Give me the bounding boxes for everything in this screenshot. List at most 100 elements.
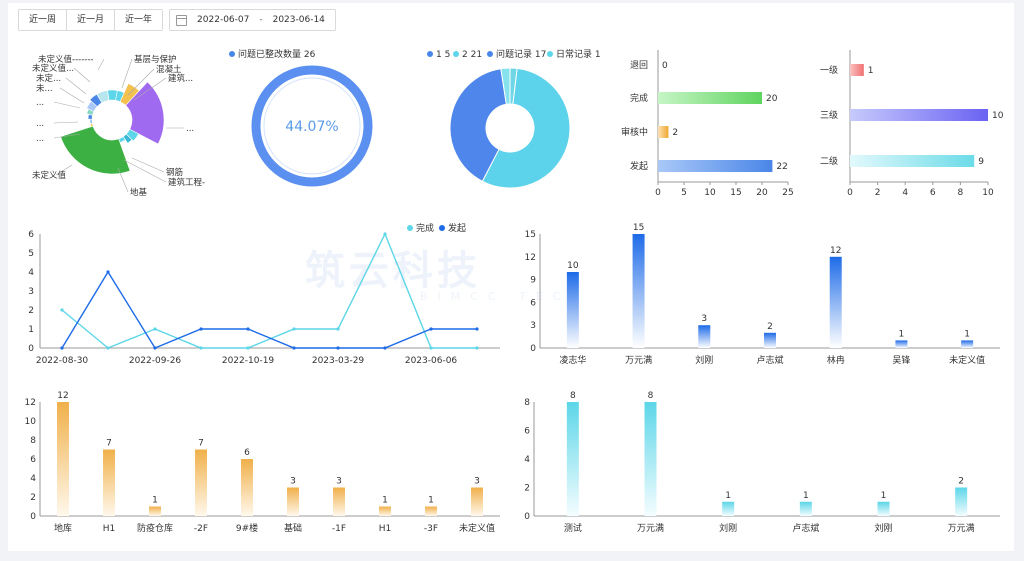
person_bar_2-bar [644, 402, 657, 516]
trend-x-tick-label: 2022-09-26 [129, 356, 182, 366]
calendar-icon [176, 14, 188, 26]
range-month-button[interactable]: 近一月 [67, 10, 116, 30]
rose-label: 未定义值------- [38, 54, 93, 65]
location_bar-category-label: 基础 [284, 522, 302, 534]
rose-leader-line [65, 77, 87, 95]
rose-leader-line [97, 58, 105, 71]
trend-legend-marker [439, 225, 445, 231]
rose-label: 未定义值 [32, 170, 67, 181]
rose-leader-line [123, 159, 167, 183]
location_bar-value-label: 12 [57, 391, 68, 401]
level_bar-x-tick-label: 2 [875, 188, 881, 198]
person_bar_2-category-label: 万元满 [948, 523, 975, 534]
donut-legend: 日常记录 1 [556, 48, 601, 60]
person_bar_2-category-label: 刘刚 [719, 522, 737, 534]
status_bar-category-label: 完成 [630, 92, 648, 104]
person_bar-bar [895, 340, 908, 348]
ring-legend-marker [229, 51, 235, 57]
rose-leader-line [53, 121, 79, 124]
status_bar-x-tick-label: 15 [730, 188, 741, 198]
location_bar-value-label: 7 [198, 439, 204, 449]
person_bar_2-y-tick-label: 6 [524, 427, 530, 437]
trend-x-tick-label: 2023-06-06 [405, 356, 458, 366]
rose-leader-line [59, 87, 85, 104]
person_bar_2-category-label: 万元满 [637, 523, 664, 534]
location_bar-bar [57, 402, 69, 516]
rose-label: 未定... [36, 73, 61, 84]
person_bar-y-tick-label: 12 [525, 253, 536, 263]
location_bar-y-tick-label: 6 [30, 455, 36, 465]
rose-label: ... [36, 98, 44, 108]
rose-label: ... [186, 124, 194, 134]
level_bar-category-label: 二级 [820, 155, 838, 167]
rose-leader-line [73, 67, 91, 83]
trend-point [199, 346, 203, 350]
person_bar-category-label: 未定义值 [949, 354, 985, 366]
location_bar-bar [287, 487, 299, 516]
location_bar-bar [241, 459, 253, 516]
trend-point [60, 346, 64, 350]
person_bar_2-bar [566, 402, 579, 516]
rose-label: 建筑工程- [168, 177, 205, 188]
location_bar-bar [333, 487, 345, 516]
watermark-sub: BIMCC TECH [420, 290, 589, 303]
person_bar-y-tick-label: 6 [530, 298, 536, 308]
ring-progress [251, 65, 373, 187]
date-separator: - [259, 15, 263, 25]
date-range-picker[interactable]: 2022-06-07 - 2023-06-14 [169, 9, 336, 31]
donut-slice [481, 67, 571, 189]
date-start: 2022-06-07 [197, 15, 250, 25]
range-year-button[interactable]: 近一年 [115, 10, 163, 30]
location_bar-bar [471, 487, 483, 516]
rose-leader-line [133, 77, 167, 101]
person_bar-y-tick-label: 15 [525, 230, 536, 240]
location_bar-y-tick-label: 12 [25, 398, 36, 408]
location_bar-value-label: 3 [474, 477, 480, 487]
rose-label: ... [36, 134, 44, 144]
location_bar-y-tick-label: 8 [30, 436, 36, 446]
level_bar-bar [850, 64, 864, 76]
location_bar-category-label: 地库 [54, 522, 72, 534]
rose-leader-line [117, 167, 129, 193]
rose-label: 未... [36, 83, 53, 94]
trend-point [475, 327, 479, 331]
status_bar-value-label: 20 [766, 94, 778, 104]
person_bar-bar [764, 332, 776, 348]
trend-line-done [61, 232, 477, 349]
rose-leader-line [127, 68, 155, 96]
trend-point [153, 346, 157, 350]
trend-point [336, 346, 340, 350]
trend-point [475, 346, 479, 350]
rose-label: 钢筋 [166, 167, 183, 178]
status_bar-x-tick-label: 5 [681, 188, 687, 198]
location_bar-bar [103, 449, 115, 516]
person_bar_2-y-tick-label: 8 [524, 398, 530, 408]
trend-y-tick-label: 3 [28, 287, 34, 297]
rose-leader-line [121, 58, 133, 89]
donut-legend: 1 5 [436, 50, 450, 60]
watermark: 筑云科技 [305, 248, 481, 294]
rose-slice [96, 90, 110, 104]
location_bar-value-label: 7 [106, 439, 112, 449]
status_bar-x-tick-label: 0 [655, 188, 661, 198]
person_bar_2-value-label: 1 [803, 491, 809, 501]
location_bar-value-label: 1 [382, 496, 388, 506]
donut-legend-marker [427, 51, 433, 57]
location_bar-value-label: 1 [152, 496, 158, 506]
person_bar-value-label: 15 [633, 223, 644, 233]
person_bar_2-bar [799, 501, 812, 516]
range-week-button[interactable]: 近一周 [19, 10, 68, 30]
rose-slice [125, 81, 165, 145]
trend-point [199, 327, 203, 331]
person_bar-bar [632, 234, 645, 348]
person_bar_2-category-label: 刘刚 [874, 522, 892, 534]
location_bar-bar [195, 449, 207, 516]
trend-y-tick-label: 5 [28, 249, 34, 259]
status_bar-bar [658, 160, 773, 172]
person_bar_2-y-tick-label: 0 [524, 512, 530, 522]
rose-leader-line [55, 164, 73, 176]
donut-slice [500, 67, 511, 105]
donut-slice [449, 68, 507, 182]
person_bar-category-label: 凌志华 [559, 354, 586, 366]
trend-y-tick-label: 6 [28, 230, 34, 240]
